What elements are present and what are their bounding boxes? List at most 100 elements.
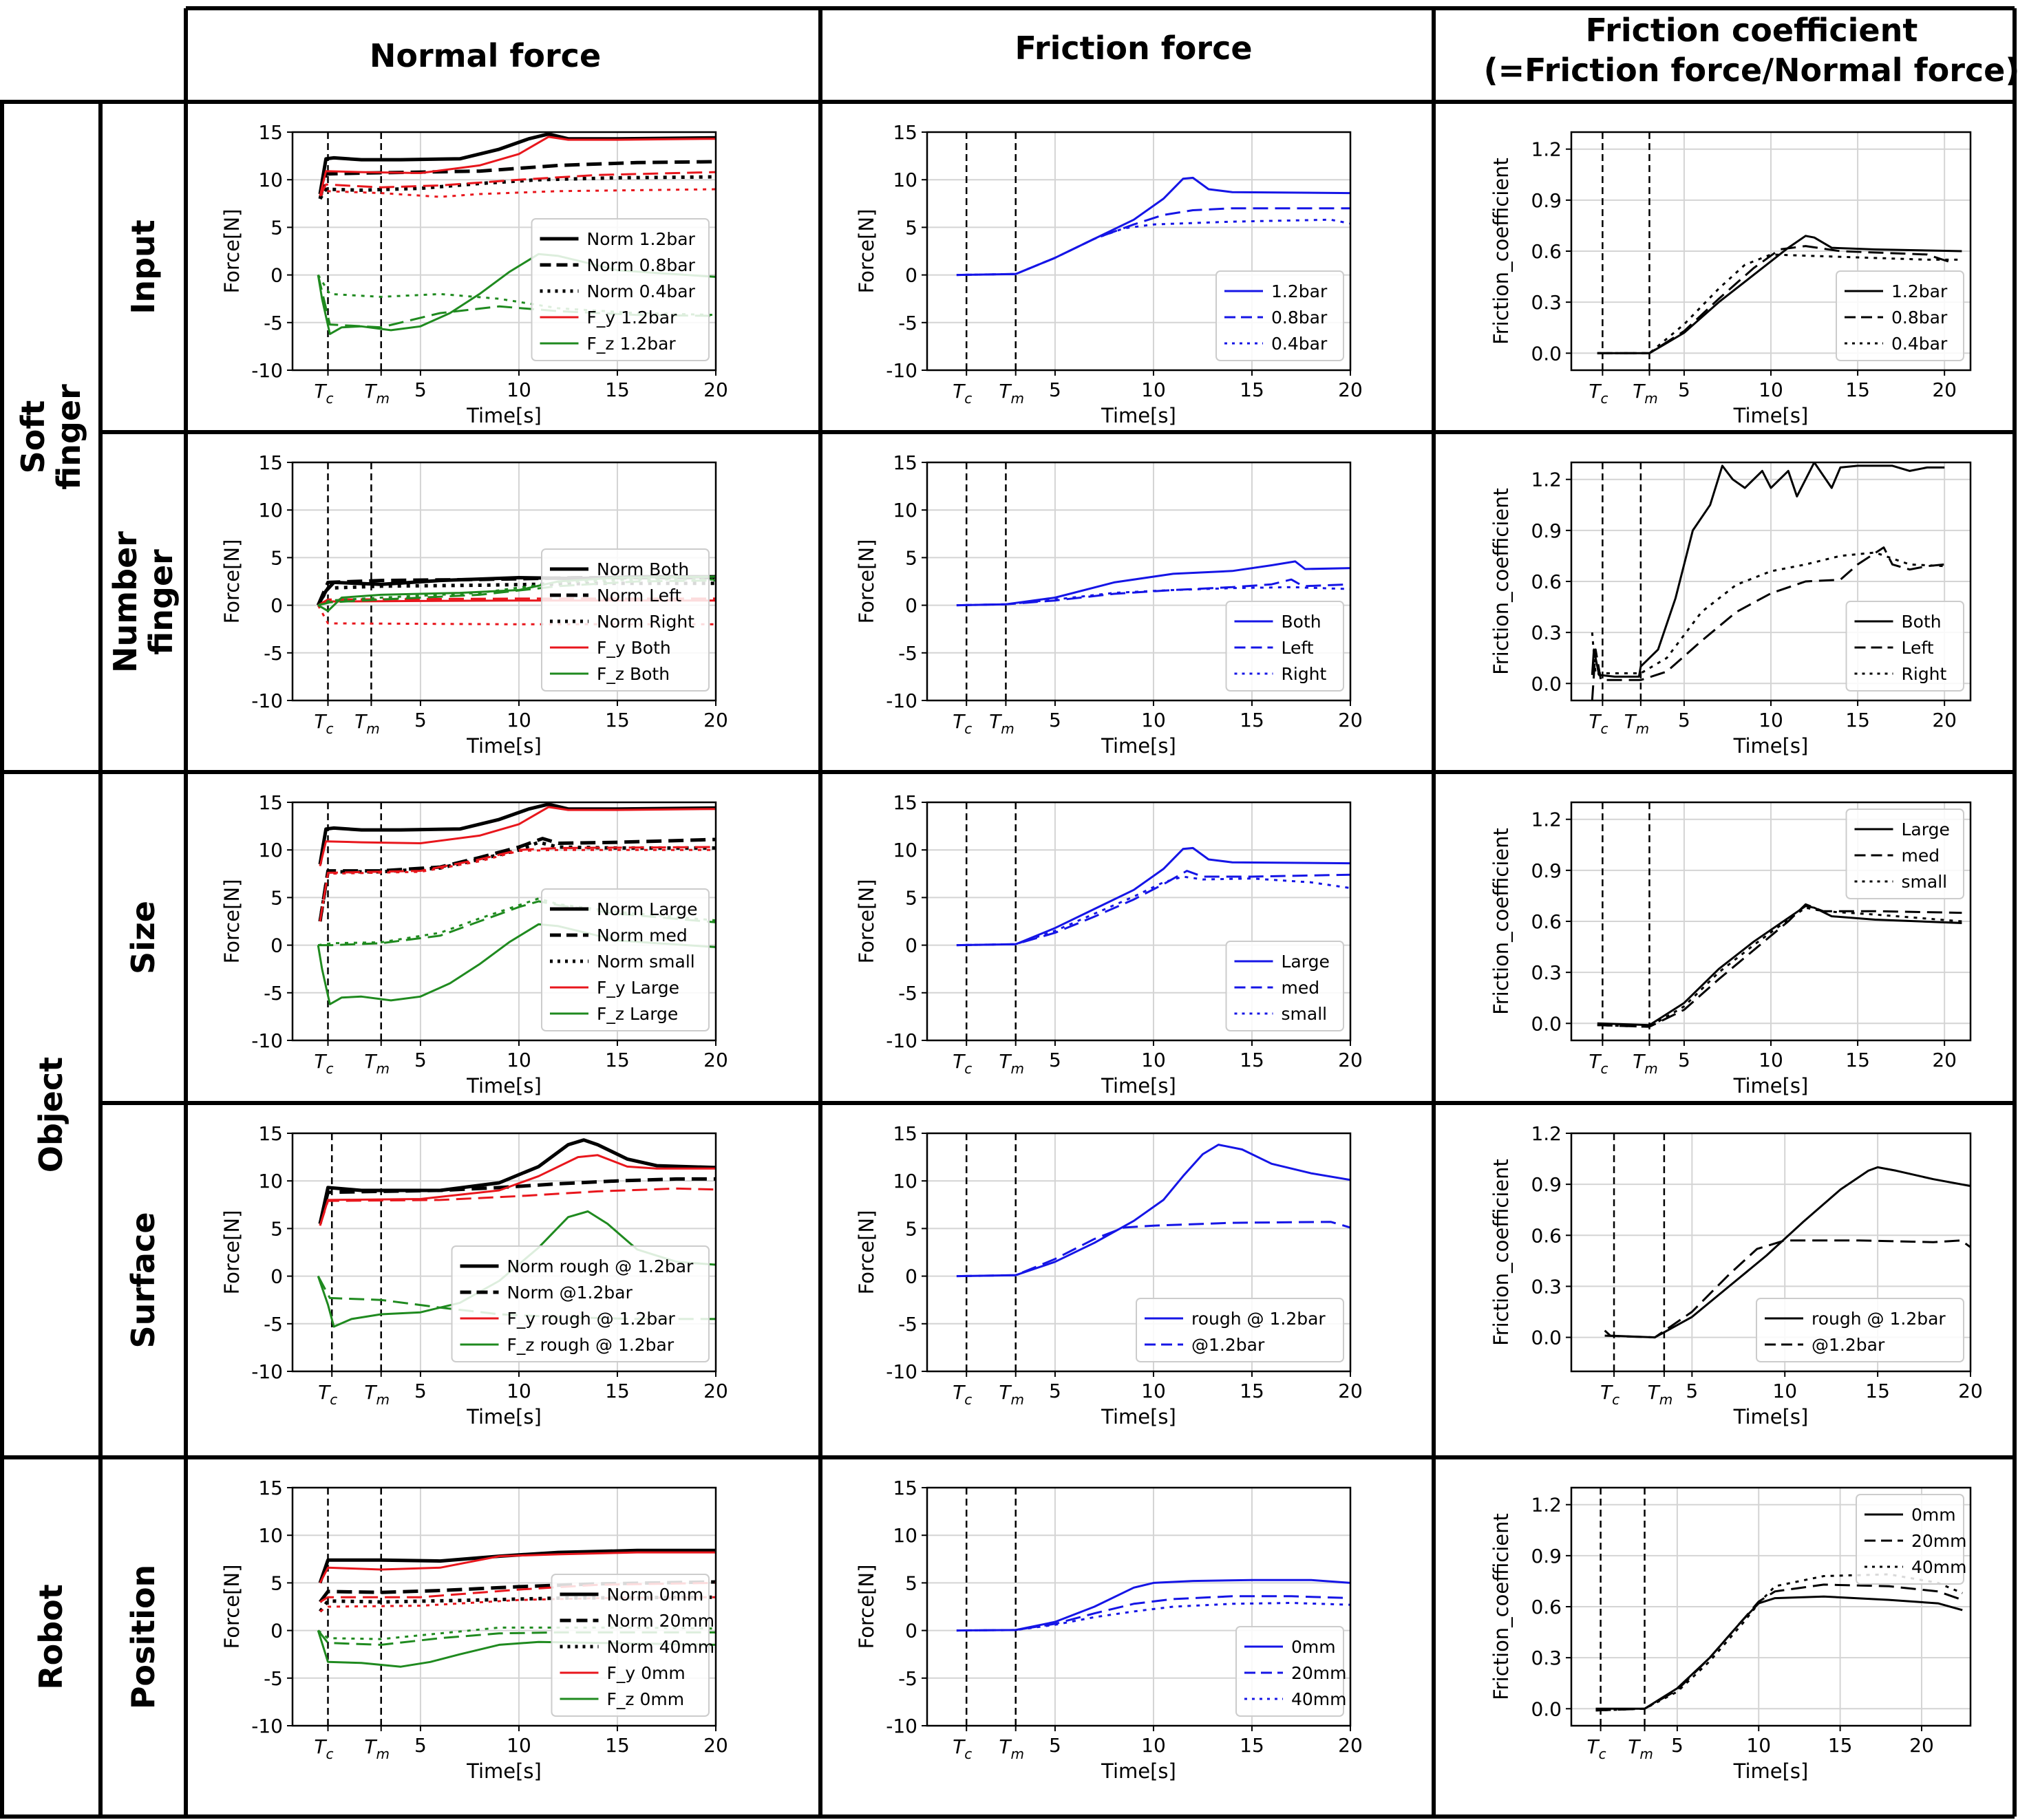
y-tick-label: 0 [270,1620,283,1642]
y-tick-label: 0.6 [1531,1224,1562,1247]
tm-label-main: T [354,710,368,733]
y-axis-label: Force[N] [855,1565,878,1649]
y-tick-label: 5 [905,1217,917,1240]
series-group [956,176,1350,277]
y-tick-label: -10 [886,1029,917,1052]
x-tick-label: 20 [1932,709,1957,731]
y-tick-label: 0.0 [1531,342,1562,365]
series-line-3 [319,806,716,867]
y-tick-label: -10 [251,1360,283,1383]
series-line-3 [319,136,716,197]
x-tick-label: 15 [1828,1734,1853,1757]
row-header-3-line: Surface [125,1212,162,1348]
y-tick-label: 0 [905,934,917,957]
y-tick-label: 0.3 [1531,1647,1562,1669]
y-tick-label: -5 [264,1313,283,1336]
y-tick-label: -10 [886,1715,917,1737]
y-tick-label: 10 [258,1170,283,1192]
tc-label-sub: c [1599,1746,1606,1762]
x-tick-label: 15 [1865,1380,1890,1402]
tm-label-main: T [364,1735,377,1758]
y-tick-label: -10 [886,359,917,382]
y-tick-label: 15 [258,791,283,814]
y-tick-label: 0 [905,1620,917,1642]
x-axis-label: Time[s] [466,1074,542,1098]
x-tick-label: 10 [1759,1049,1783,1071]
tc-label: Tc [314,1735,333,1762]
tc-label: Tc [953,1381,972,1408]
y-tick-label: 5 [905,216,917,239]
legend-entry: @1.2bar [1191,1335,1265,1355]
legend: rough @ 1.2bar @1.2bar [1756,1298,1964,1362]
x-tick-label: 10 [507,1049,531,1071]
legend-entry: 40mm [1291,1689,1347,1709]
y-axis-label: Force[N] [220,879,244,964]
group-header-0-line: Soft [14,400,52,474]
y-tick-label: 5 [270,1572,283,1594]
tm-label-sub: m [1659,1391,1672,1408]
series-group [1595,1573,1963,1712]
tm-label-sub: m [1011,1746,1024,1762]
x-tick-label: 5 [1049,709,1061,731]
x-axis-label: Time[s] [1101,404,1176,427]
x-axis-label: Time[s] [1733,1074,1809,1098]
series-line-1 [1604,1239,1971,1339]
y-tick-label: 0.0 [1531,1012,1562,1035]
x-axis-label: Time[s] [466,1405,542,1428]
y-tick-label: -5 [898,982,917,1005]
y-tick-label: 5 [905,886,917,909]
legend: Norm Both Norm Left Norm Right F_y Both F_z … [541,548,710,692]
y-tick-label: 0.9 [1531,1545,1562,1567]
y-axis-label: Force[N] [855,539,878,624]
y-tick-label: 0 [270,264,283,287]
y-tick-label: -10 [251,689,283,712]
tc-label-sub: c [326,720,334,737]
legend-entry: small [1902,872,1948,892]
x-tick-label: 15 [605,1380,630,1402]
x-tick-label: 15 [605,1049,630,1071]
x-tick-label: 15 [605,378,630,401]
tc-label-main: T [1587,1735,1600,1758]
y-tick-label: 10 [893,1170,917,1192]
y-tick-label: 15 [258,121,283,144]
tc-label: Tc [1589,380,1608,407]
x-tick-label: 10 [1746,1734,1771,1757]
y-tick-label: 10 [893,169,917,191]
legend: 0mm 20mm 40mm [1235,1626,1347,1717]
x-axis-label: Time[s] [1101,734,1176,758]
series-line-0 [318,1138,716,1225]
x-tick-label: 20 [703,1049,728,1071]
series-line-1 [318,837,716,922]
series-line-0 [1591,462,1945,678]
tm-label-sub: m [1636,720,1649,737]
y-tick-label: 5 [270,546,283,569]
tm-label: Tm [999,380,1024,407]
tm-label: Tm [999,1381,1024,1408]
group-header-1: Object [32,1057,70,1173]
y-tick-label: -10 [886,689,917,712]
legend-box [1845,601,1964,692]
y-tick-label: 0.3 [1531,291,1562,314]
series-line-2 [319,1154,716,1226]
series-line-1 [1591,546,1945,700]
legend-entry: rough @ 1.2bar [1812,1309,1946,1329]
legend-entry: Both [1282,612,1321,632]
x-tick-label: 15 [1240,709,1264,731]
y-axis-label: Force[N] [220,1565,244,1649]
table-borders [0,6,2017,1819]
y-tick-label: 0 [270,1265,283,1288]
row-header-2: Size [125,901,162,974]
y-tick-label: 0.9 [1531,1173,1562,1196]
tc-label-main: T [314,1050,327,1073]
tc-label: Tc [314,1050,333,1077]
tm-label: Tm [364,1050,390,1077]
